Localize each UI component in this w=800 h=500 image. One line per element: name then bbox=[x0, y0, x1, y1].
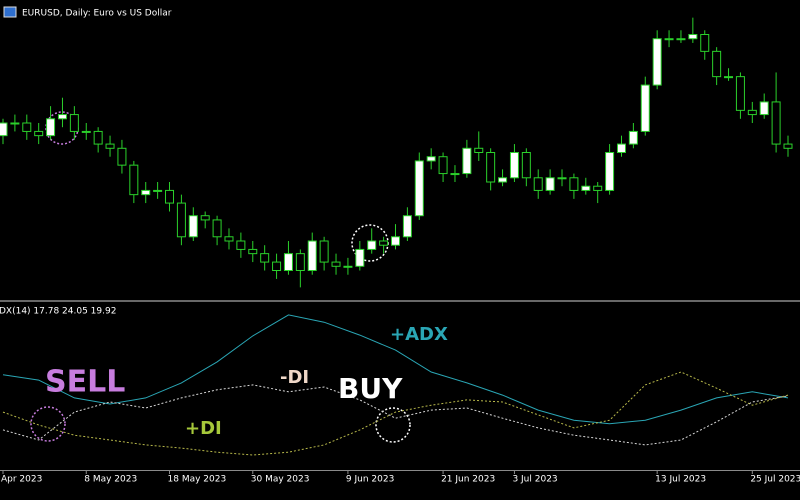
candle-body bbox=[593, 185, 603, 191]
x-tick-label: 3 Jul 2023 bbox=[512, 475, 557, 485]
candle-body bbox=[605, 152, 615, 191]
candle-body bbox=[700, 34, 710, 52]
candle-body bbox=[165, 189, 175, 204]
candle-body bbox=[688, 34, 698, 40]
candle-body bbox=[129, 164, 139, 196]
candle-body bbox=[391, 236, 400, 246]
candle-body bbox=[319, 240, 329, 263]
buy-cross-circle bbox=[375, 407, 411, 443]
candle-body bbox=[759, 101, 769, 116]
candle-body bbox=[640, 84, 650, 132]
indicator-line bbox=[2, 314, 789, 425]
symbol-icon bbox=[3, 6, 17, 18]
candle-body bbox=[438, 156, 448, 175]
candle-body bbox=[0, 122, 8, 137]
chart-title: EURUSD, Daily: Euro vs US Dollar bbox=[22, 9, 172, 19]
candle-body bbox=[248, 248, 258, 255]
candle-body bbox=[509, 152, 519, 179]
candle-body bbox=[771, 101, 781, 145]
candle-body bbox=[462, 147, 472, 175]
candle-body bbox=[474, 147, 484, 154]
candle-body bbox=[652, 38, 662, 86]
candle-body bbox=[81, 130, 91, 133]
candle-body bbox=[295, 253, 305, 271]
candle-body bbox=[307, 240, 317, 271]
candle-body bbox=[664, 38, 674, 41]
annotation: +DI bbox=[185, 418, 222, 439]
candle-body bbox=[69, 114, 79, 132]
candle-body bbox=[379, 240, 389, 246]
candle-body bbox=[200, 215, 210, 221]
indicator-title: DX(14) 17.78 24.05 19.92 bbox=[0, 307, 116, 317]
candle-body bbox=[533, 177, 543, 191]
candle-body bbox=[46, 118, 56, 137]
annotation: -DI bbox=[280, 367, 309, 388]
candle-body bbox=[272, 261, 282, 272]
candle-body bbox=[569, 177, 579, 191]
x-tick-label: 25 Jul 2023 bbox=[750, 475, 800, 485]
candle-body bbox=[343, 265, 353, 268]
sell-cross-circle bbox=[30, 406, 66, 442]
candle-body bbox=[367, 240, 377, 250]
candle-body bbox=[450, 173, 460, 176]
candle-body bbox=[117, 147, 127, 166]
candle-body bbox=[783, 143, 793, 149]
candle-body bbox=[426, 156, 436, 162]
candle-body bbox=[188, 215, 198, 238]
candle-body bbox=[521, 152, 531, 179]
x-tick-label: 13 Jul 2023 bbox=[655, 475, 706, 485]
candle-body bbox=[616, 143, 626, 153]
candle-body bbox=[141, 189, 151, 196]
annotation: BUY bbox=[338, 372, 403, 405]
candle-body bbox=[545, 177, 555, 191]
candle-body bbox=[581, 185, 591, 191]
candle-body bbox=[402, 215, 412, 238]
candle-body bbox=[498, 177, 508, 183]
annotation: +ADX bbox=[390, 324, 448, 345]
candle-body bbox=[153, 189, 163, 192]
candle-body bbox=[22, 122, 32, 132]
candle-body bbox=[557, 177, 567, 180]
annotation: SELL bbox=[45, 365, 125, 400]
x-tick-label: 18 May 2023 bbox=[168, 475, 227, 485]
candle-body bbox=[355, 248, 365, 267]
candle-body bbox=[712, 50, 722, 78]
x-tick-label: 21 Jun 2023 bbox=[441, 475, 495, 485]
candle-body bbox=[486, 152, 496, 183]
candle-body bbox=[212, 219, 222, 238]
x-tick-label: 30 May 2023 bbox=[251, 475, 310, 485]
x-tick-label: 9 Jun 2023 bbox=[346, 475, 394, 485]
candle-body bbox=[676, 38, 686, 41]
candle-body bbox=[724, 76, 734, 79]
candle-body bbox=[34, 130, 44, 137]
candle-body bbox=[105, 143, 115, 149]
candle-body bbox=[10, 122, 20, 125]
x-tick-label: Apr 2023 bbox=[1, 475, 42, 485]
indicator-line bbox=[2, 371, 789, 456]
candle-body bbox=[224, 236, 234, 242]
candle-body bbox=[735, 76, 745, 111]
candle-body bbox=[331, 261, 341, 267]
candle-body bbox=[283, 253, 293, 271]
candle-body bbox=[260, 253, 270, 263]
candle-body bbox=[747, 109, 757, 116]
candle-body bbox=[176, 202, 186, 238]
candle-body bbox=[57, 114, 67, 120]
candle-body bbox=[236, 240, 246, 250]
candle-body bbox=[93, 130, 103, 145]
candle-body bbox=[414, 160, 424, 217]
candle-body bbox=[628, 130, 638, 145]
x-tick-label: 8 May 2023 bbox=[84, 475, 137, 485]
